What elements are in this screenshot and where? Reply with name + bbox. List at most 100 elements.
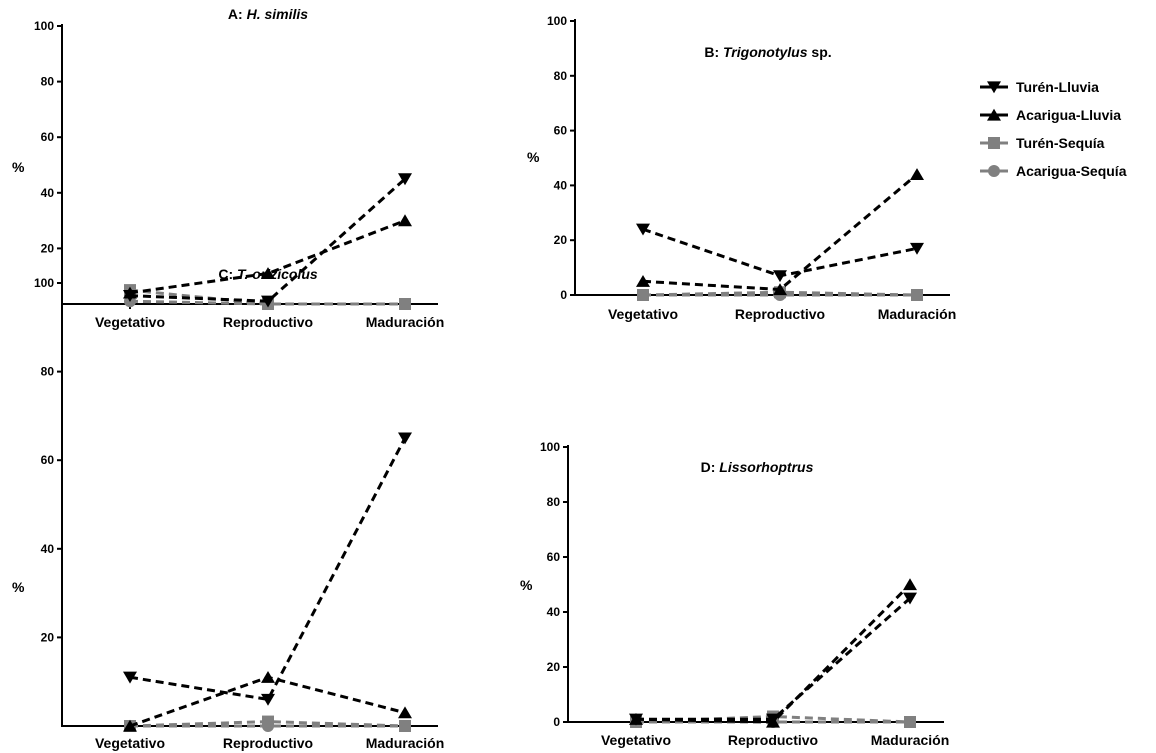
y-tick-label: 100 xyxy=(34,19,54,33)
y-tick-label: 40 xyxy=(41,186,55,200)
panel-b: B: Trigonotylus sp. 0 20 40 60 80 100 Vegetativ… xyxy=(527,14,956,322)
series-Turén-Lluvia xyxy=(123,173,412,308)
panel-d: D: Lissorhoptrus 0 20 40 60 80 100 Vegetativo Re… xyxy=(520,440,949,748)
series-Turén-Lluvia xyxy=(636,223,924,283)
y-tick-label: 80 xyxy=(41,75,55,89)
legend-marker xyxy=(987,108,1001,121)
series-line xyxy=(129,299,405,306)
x-tick-label: Reproductivo xyxy=(735,306,825,322)
legend-label: Turén-Sequía xyxy=(1016,135,1105,151)
data-point xyxy=(399,720,411,732)
data-point xyxy=(637,289,649,301)
series-Acarigua-Lluvia xyxy=(123,214,412,299)
y-tick-label: 80 xyxy=(554,69,568,83)
y-tick-label: 100 xyxy=(547,14,567,28)
data-point xyxy=(398,706,412,719)
x-tick-label: Maduración xyxy=(366,735,445,751)
data-point xyxy=(904,716,916,728)
legend-marker xyxy=(987,81,1001,94)
series-Turén-Lluvia xyxy=(123,432,412,706)
data-point xyxy=(398,173,412,186)
x-tick-label: Reproductivo xyxy=(223,314,313,330)
y-tick-label: 60 xyxy=(41,453,55,467)
series-line xyxy=(635,583,912,724)
data-point xyxy=(910,168,924,181)
y-tick-label: 80 xyxy=(547,495,561,509)
series-line xyxy=(129,177,406,303)
y-tick-label: 40 xyxy=(41,542,55,556)
legend: Turén-Lluvia Acarigua-Lluvia Turén-Sequía A… xyxy=(980,79,1127,179)
legend-item: Acarigua-Lluvia xyxy=(980,107,1121,123)
y-tick-label: 20 xyxy=(41,630,55,644)
data-point xyxy=(636,275,650,287)
data-point xyxy=(766,713,780,726)
y-tick-label: 20 xyxy=(547,660,561,674)
legend-marker xyxy=(988,165,1000,177)
data-point xyxy=(261,295,275,308)
x-tick-label: Vegetativo xyxy=(601,732,671,748)
x-tick-label: Vegetativo xyxy=(95,314,165,330)
legend-item: Turén-Sequía xyxy=(980,135,1105,151)
data-point xyxy=(261,693,275,706)
x-tick-label: Maduración xyxy=(878,306,957,322)
y-tick-label: 0 xyxy=(560,288,567,302)
series-Acarigua-Lluvia xyxy=(123,670,412,732)
data-point xyxy=(123,719,137,732)
series-line xyxy=(129,437,407,702)
y-tick-label: 40 xyxy=(547,605,561,619)
data-point xyxy=(261,267,275,280)
legend-item: Acarigua-Sequía xyxy=(980,163,1127,179)
legend-marker xyxy=(988,137,1000,149)
data-point xyxy=(911,289,923,301)
legend-label: Acarigua-Sequía xyxy=(1016,163,1127,179)
y-tick-label: 60 xyxy=(554,124,568,138)
series-line xyxy=(129,720,406,728)
data-point xyxy=(636,223,650,236)
y-tick-label: 60 xyxy=(41,130,55,144)
x-tick-label: Vegetativo xyxy=(95,735,165,751)
x-tick-label: Reproductivo xyxy=(728,732,818,748)
y-tick-label: 20 xyxy=(554,233,568,247)
x-tick-label: Maduración xyxy=(871,732,950,748)
panel-title: B: Trigonotylus sp. xyxy=(704,44,831,60)
data-point xyxy=(398,214,412,227)
series-line xyxy=(129,219,406,295)
y-tick-label: 80 xyxy=(41,365,55,379)
y-axis-label: % xyxy=(520,577,533,593)
series-Turén-Lluvia xyxy=(629,592,917,726)
series-line xyxy=(642,227,918,278)
y-axis-label: % xyxy=(527,149,540,165)
data-point xyxy=(903,578,917,591)
legend-item: Turén-Lluvia xyxy=(980,79,1099,95)
series-line xyxy=(636,597,911,721)
legend-label: Acarigua-Lluvia xyxy=(1016,107,1121,123)
data-point xyxy=(910,242,924,255)
data-point xyxy=(123,671,137,684)
y-axis-label: % xyxy=(12,579,25,595)
panel-title: D: Lissorhoptrus xyxy=(701,459,814,475)
series-Acarigua-Lluvia xyxy=(636,168,924,296)
data-point xyxy=(773,270,787,283)
data-point xyxy=(773,283,787,296)
y-tick-label: 100 xyxy=(540,440,560,454)
y-axis-label: % xyxy=(12,159,25,175)
panel-c: C: T. orizicolus 20 40 60 80 100 Vegetativo Rep… xyxy=(12,266,444,751)
data-point xyxy=(629,713,643,726)
panel-title: C: T. orizicolus xyxy=(218,266,318,282)
x-tick-label: Maduración xyxy=(366,314,445,330)
data-point xyxy=(261,670,275,683)
data-point xyxy=(123,290,137,302)
series-line xyxy=(129,288,405,306)
panel-a: A: H. similis 20 40 60 80 100 Vegetativo Reprod… xyxy=(12,6,444,330)
series-Acarigua-Lluvia xyxy=(629,578,917,728)
data-point xyxy=(903,592,917,605)
x-tick-label: Reproductivo xyxy=(223,735,313,751)
y-tick-label: 60 xyxy=(547,550,561,564)
y-tick-label: 0 xyxy=(553,715,560,729)
y-tick-label: 20 xyxy=(41,241,55,255)
y-tick-label: 40 xyxy=(554,178,568,192)
x-tick-label: Vegetativo xyxy=(608,306,678,322)
panel-title: A: H. similis xyxy=(228,6,308,22)
